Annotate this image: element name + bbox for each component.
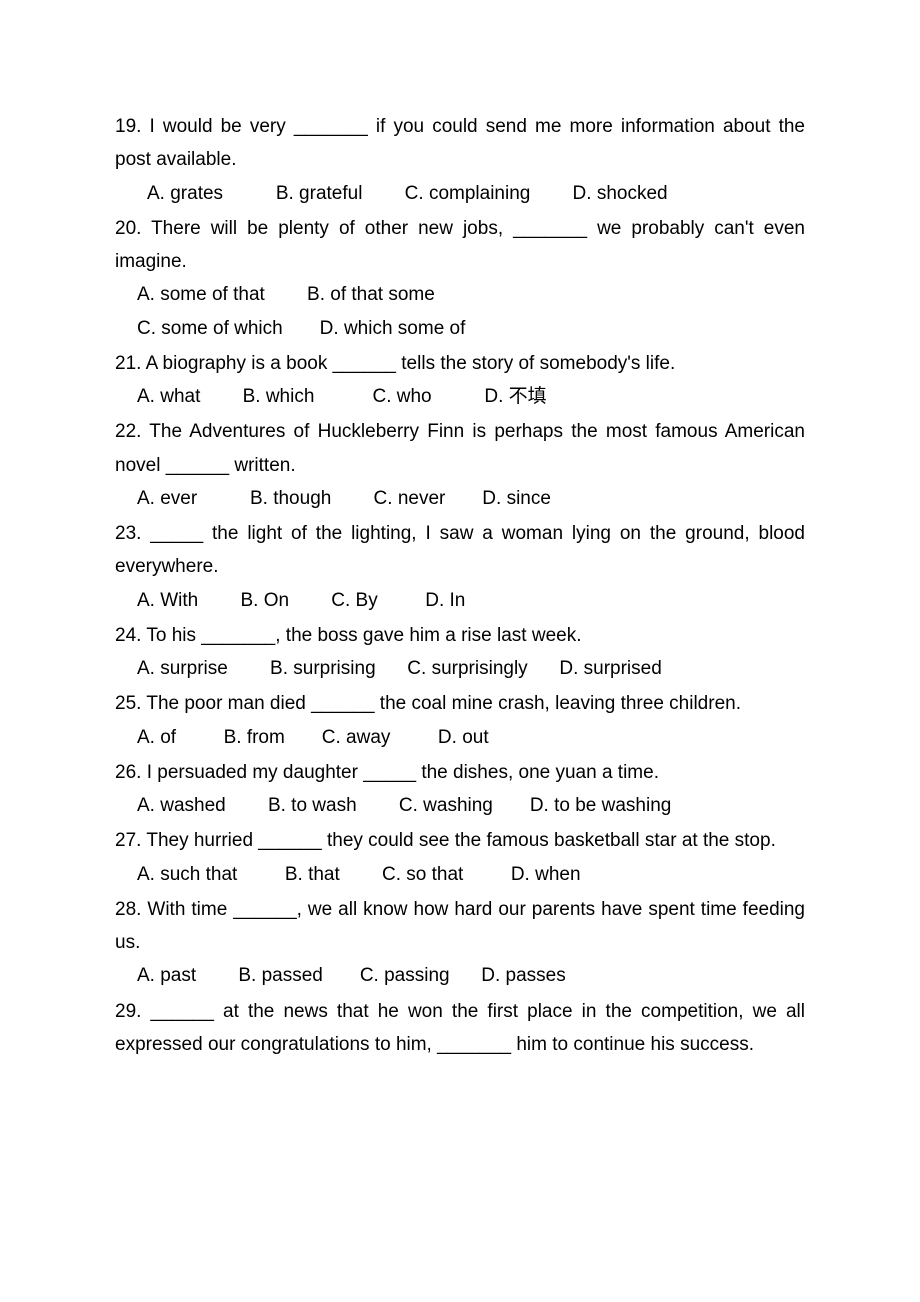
question-text: 25. The poor man died ______ the coal mi… xyxy=(115,687,805,720)
question-text: 29. ______ at the news that he won the f… xyxy=(115,995,805,1062)
document-content: 19. I would be very _______ if you could… xyxy=(115,110,805,1061)
question-options: A. ever B. though C. never D. since xyxy=(115,482,805,515)
question-options: A. such that B. that C. so that D. when xyxy=(115,858,805,891)
question-text: 19. I would be very _______ if you could… xyxy=(115,110,805,177)
question-text: 20. There will be plenty of other new jo… xyxy=(115,212,805,279)
question-27: 27. They hurried ______ they could see t… xyxy=(115,824,805,891)
question-text: 28. With time ______, we all know how ha… xyxy=(115,893,805,960)
question-22: 22. The Adventures of Huckleberry Finn i… xyxy=(115,415,805,515)
question-options: A. washed B. to wash C. washing D. to be… xyxy=(115,789,805,822)
question-options: A. With B. On C. By D. In xyxy=(115,584,805,617)
question-28: 28. With time ______, we all know how ha… xyxy=(115,893,805,993)
question-text: 26. I persuaded my daughter _____ the di… xyxy=(115,756,805,789)
question-options: A. what B. which C. who D. 不填 xyxy=(115,380,805,413)
question-19: 19. I would be very _______ if you could… xyxy=(115,110,805,210)
question-29: 29. ______ at the news that he won the f… xyxy=(115,995,805,1062)
question-text: 24. To his _______, the boss gave him a … xyxy=(115,619,805,652)
question-25: 25. The poor man died ______ the coal mi… xyxy=(115,687,805,754)
question-options-line1: A. some of that B. of that some xyxy=(115,278,805,311)
question-options: A. of B. from C. away D. out xyxy=(115,721,805,754)
question-text: 22. The Adventures of Huckleberry Finn i… xyxy=(115,415,805,482)
question-text: 23. _____ the light of the lighting, I s… xyxy=(115,517,805,584)
question-23: 23. _____ the light of the lighting, I s… xyxy=(115,517,805,617)
question-options-line2: C. some of which D. which some of xyxy=(115,312,805,345)
question-26: 26. I persuaded my daughter _____ the di… xyxy=(115,756,805,823)
question-20: 20. There will be plenty of other new jo… xyxy=(115,212,805,345)
question-options: A. surprise B. surprising C. surprisingl… xyxy=(115,652,805,685)
question-text: 21. A biography is a book ______ tells t… xyxy=(115,347,805,380)
question-options: A. past B. passed C. passing D. passes xyxy=(115,959,805,992)
question-text: 27. They hurried ______ they could see t… xyxy=(115,824,805,857)
question-options: A. grates B. grateful C. complaining D. … xyxy=(115,177,805,210)
question-24: 24. To his _______, the boss gave him a … xyxy=(115,619,805,686)
question-21: 21. A biography is a book ______ tells t… xyxy=(115,347,805,414)
